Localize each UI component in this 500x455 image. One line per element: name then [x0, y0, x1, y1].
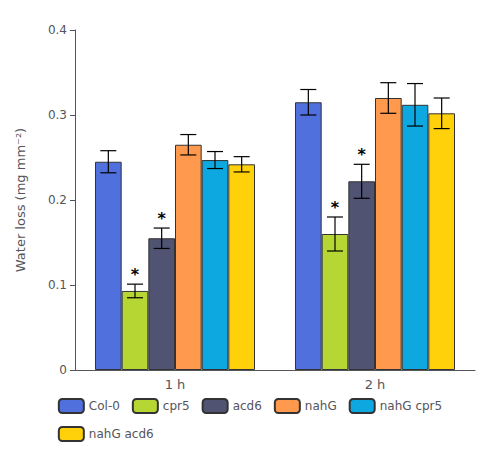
- svg-text:*: *: [331, 198, 340, 217]
- svg-text:acd6: acd6: [233, 399, 262, 413]
- svg-text:2 h: 2 h: [365, 377, 386, 392]
- svg-text:nahG cpr5: nahG cpr5: [380, 399, 442, 413]
- svg-text:nahG acd6: nahG acd6: [89, 427, 154, 441]
- svg-text:0.3: 0.3: [48, 108, 67, 122]
- svg-text:1 h: 1 h: [165, 377, 186, 392]
- svg-text:Water loss (mg mm⁻²): Water loss (mg mm⁻²): [13, 128, 28, 272]
- svg-text:0.4: 0.4: [48, 23, 67, 37]
- svg-text:*: *: [357, 145, 366, 164]
- svg-text:Col-0: Col-0: [89, 399, 120, 413]
- svg-text:0: 0: [59, 363, 67, 377]
- svg-text:*: *: [157, 209, 166, 228]
- svg-text:*: *: [131, 265, 140, 284]
- svg-text:cpr5: cpr5: [163, 399, 190, 413]
- svg-text:nahG: nahG: [305, 399, 337, 413]
- svg-text:0.1: 0.1: [48, 278, 67, 292]
- svg-text:0.2: 0.2: [48, 193, 67, 207]
